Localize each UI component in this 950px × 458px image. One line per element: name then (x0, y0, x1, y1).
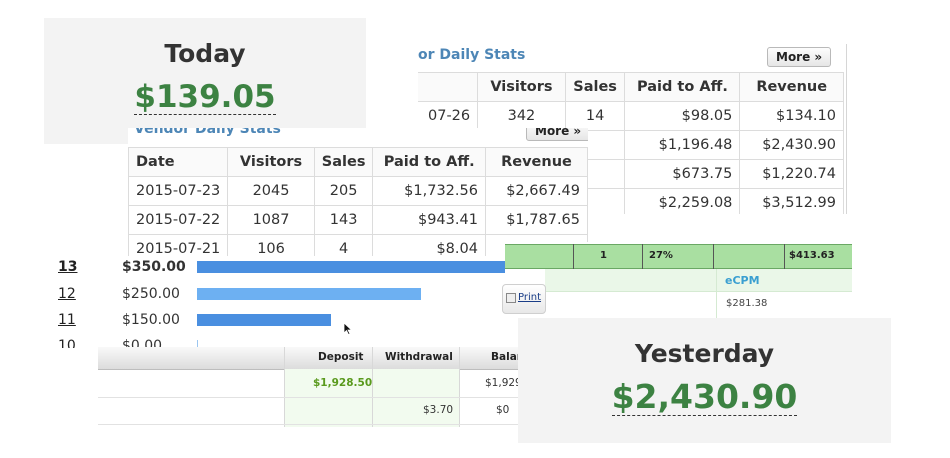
ecpm-value: $281.38 (726, 298, 768, 309)
col-divider (459, 347, 460, 427)
grid-divider (642, 244, 643, 269)
back-stats-title: or Daily Stats (418, 47, 526, 63)
table-row: 2015-07-23 2045 205 $1,732.56 $2,667.49 (128, 176, 588, 206)
table-row: 2015-07-22 1087 143 $943.41 $1,787.65 (128, 205, 588, 235)
bar-row-amount: $250.00 (122, 286, 180, 302)
ledger-header (98, 347, 520, 370)
bar-row-number[interactable]: 13 (58, 259, 78, 275)
bar-row-amount: $150.00 (122, 312, 180, 328)
grid-cell-percent: 27% (649, 250, 673, 261)
more-button[interactable]: More » (767, 47, 832, 67)
col-balance: Balan (491, 351, 520, 363)
deposit-column (284, 369, 372, 427)
print-icon (506, 293, 516, 303)
grid-cell-value: 1 (600, 250, 607, 261)
today-amount[interactable]: $139.05 (134, 79, 276, 115)
bar-row-number[interactable]: 11 (58, 312, 76, 328)
bar-row-10 (197, 340, 198, 348)
bar-row-amount: $0.00 (122, 338, 163, 348)
today-card: Today $139.05 (44, 18, 366, 144)
yesterday-card: Yesterday $2,430.90 (518, 318, 891, 443)
bar-row-number[interactable]: 12 (58, 286, 76, 302)
yesterday-amount[interactable]: $2,430.90 (611, 377, 798, 416)
col-visitors: Visitors (477, 72, 566, 102)
bar-row-12 (197, 288, 421, 300)
ecpm-divider (716, 269, 717, 318)
col-revenue: Revenue (739, 72, 844, 102)
col-withdrawal: Withdrawal (385, 351, 453, 363)
grid-divider (784, 244, 785, 269)
bar-row-number[interactable]: 10 (58, 338, 76, 348)
col-visitors: Visitors (227, 147, 315, 177)
grid-divider (573, 244, 574, 269)
withdrawal-column (373, 369, 459, 427)
grid-cell-amount: $413.63 (789, 250, 835, 261)
green-header-row (505, 244, 852, 269)
ledger-panel: Deposit Withdrawal Balan $1,928.50 $1,92… (98, 347, 520, 427)
balance-value: $1,929 (485, 377, 520, 389)
row-divider (98, 397, 520, 398)
col-revenue: Revenue (484, 147, 588, 177)
bar-row-11 (197, 314, 331, 326)
col-divider (284, 347, 285, 427)
today-label: Today (164, 39, 246, 68)
bar-row-amount: $350.00 (122, 259, 186, 275)
row-divider (98, 424, 520, 425)
col-sales: Sales (313, 147, 374, 177)
col-paid: Paid to Aff. (372, 147, 486, 177)
deposit-value: $1,928.50 (313, 377, 373, 389)
col-divider (372, 347, 373, 427)
scroll-divider (846, 44, 847, 214)
col-deposit: Deposit (318, 351, 364, 363)
mouse-cursor-icon (343, 322, 353, 336)
table-row: 07-26 342 14 $98.05 $134.10 (418, 101, 844, 131)
print-link[interactable]: Print (518, 292, 542, 303)
earnings-grid-panel: 1 27% $413.63 eCPM $281.38 (505, 242, 852, 318)
withdrawal-value: $3.70 (423, 404, 454, 416)
yesterday-label: Yesterday (634, 339, 775, 368)
balance-value: $0 (496, 404, 510, 416)
bar-chart-panel: 13 $350.00 12 $250.00 11 $150.00 10 $0.0… (50, 256, 505, 348)
grid-divider (713, 244, 714, 269)
bar-row-13 (197, 261, 505, 273)
ecpm-header-row (545, 269, 852, 292)
col-paid: Paid to Aff. (624, 72, 741, 102)
ecpm-label: eCPM (725, 274, 760, 287)
print-tab[interactable]: Print (502, 284, 546, 314)
col-date: Date (128, 147, 229, 177)
front-stats-title: Vendor Daily Stats (134, 128, 281, 137)
more-button[interactable]: More » (526, 128, 588, 141)
col-sales: Sales (564, 72, 626, 102)
